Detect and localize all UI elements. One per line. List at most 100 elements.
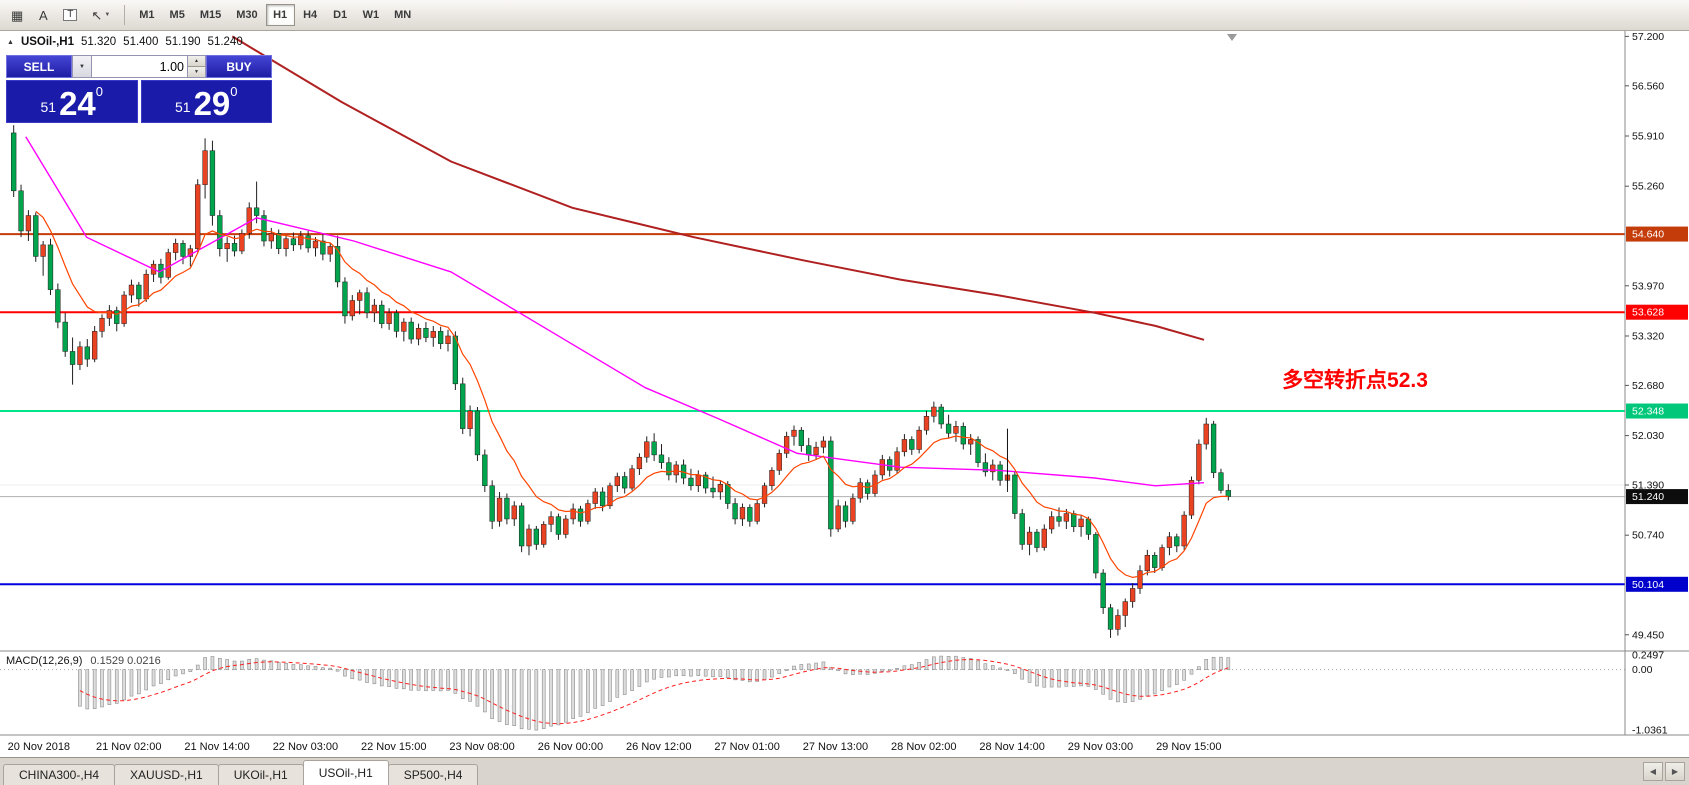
timeframe-d1-button[interactable]: D1 [326, 4, 355, 26]
spin-down-icon[interactable]: ▼ [188, 66, 205, 77]
macd-histogram-bar [276, 662, 281, 670]
text-label-tool-icon: A [38, 7, 48, 23]
candle-bear [1100, 572, 1106, 609]
chart-shift-marker-icon[interactable] [1227, 34, 1237, 41]
macd-histogram-bar [1049, 669, 1054, 688]
candle-bull [128, 284, 135, 296]
price-chart[interactable]: 多空转折点52.3 MACD(12,26,9) 0.1529 0.0216 57.20… [0, 31, 1689, 757]
text-box-tool-button[interactable]: T [56, 4, 84, 26]
timeframe-m15-button[interactable]: M15 [193, 4, 228, 26]
chart-tab[interactable]: SP500-,H4 [387, 764, 479, 785]
macd-axis-label: 0.00 [1632, 664, 1653, 676]
timeframe-mn-button[interactable]: MN [387, 4, 418, 26]
buy-button[interactable]: BUY [206, 55, 272, 78]
tab-scroll-left-button[interactable]: ◀ [1643, 762, 1663, 781]
timeframe-m1-button[interactable]: M1 [132, 4, 161, 26]
candle-bull [563, 518, 569, 535]
macd-histogram-bar [652, 669, 656, 680]
timeframe-m30-button[interactable]: M30 [229, 4, 264, 26]
macd-histogram-bar [1167, 669, 1172, 688]
candle-bull [1188, 480, 1195, 516]
ma-mid-line [25, 136, 1205, 487]
macd-histogram-bar [269, 660, 274, 670]
macd-histogram-bar [1094, 669, 1098, 690]
y-axis-tick-label: 53.320 [1632, 330, 1664, 342]
volume-input[interactable] [92, 56, 187, 77]
arrow-objects-tool-button[interactable]: ↖ ▼ [84, 4, 117, 26]
candle-bull [813, 446, 819, 456]
spin-up-icon[interactable]: ▲ [188, 56, 205, 66]
macd-histogram-bar [880, 669, 885, 672]
candle-bull [430, 331, 436, 338]
macd-histogram-bar [468, 669, 472, 702]
candle-bull [820, 440, 827, 448]
tab-scroll-right-button[interactable]: ▶ [1665, 762, 1685, 781]
timeframe-w1-button[interactable]: W1 [356, 4, 387, 26]
macd-histogram-bar [527, 669, 531, 730]
macd-histogram-bar [586, 669, 590, 713]
macd-histogram-bar [505, 669, 509, 726]
candle-bear [798, 429, 805, 446]
candle-bear [533, 528, 539, 545]
macd-histogram-bar [181, 669, 185, 675]
macd-histogram-bar [902, 665, 907, 670]
macd-histogram-bar [689, 669, 693, 677]
macd-histogram-bar [696, 669, 701, 676]
timeframes-group: M1 M5 M15 M30 H1 H4 D1 W1 MN [132, 4, 418, 26]
sell-price[interactable]: 51 24 0 [6, 80, 138, 123]
candle-bull [77, 346, 83, 365]
macd-histogram-bar [78, 669, 82, 707]
macd-histogram-bar [85, 669, 90, 710]
macd-histogram-bar [1189, 669, 1194, 675]
macd-histogram-bar [946, 656, 951, 670]
text-label-tool-button[interactable]: A [30, 4, 56, 26]
candle-bear [276, 233, 282, 249]
candle-bull [467, 410, 473, 429]
macd-histogram-bar [887, 669, 892, 671]
candle-bull [754, 503, 760, 522]
x-axis-label: 21 Nov 14:00 [184, 741, 249, 753]
candle-bull [106, 310, 113, 319]
timeframe-h1-button[interactable]: H1 [265, 4, 295, 26]
macd-axis-label: 0.2497 [1632, 650, 1664, 662]
volume-dropdown-button[interactable]: ▼ [72, 55, 92, 78]
macd-histogram-bar [725, 669, 730, 679]
candle-bull [496, 497, 503, 522]
candle-bull [92, 331, 98, 360]
macd-histogram-bar [497, 669, 502, 722]
sell-button[interactable]: SELL [6, 55, 72, 78]
price-badge [1626, 226, 1688, 242]
candle-bear [320, 240, 326, 255]
volume-stepper[interactable]: ▲ ▼ [188, 55, 206, 78]
macd-histogram-bar [990, 665, 995, 670]
candle-bull [614, 476, 620, 487]
text-box-tool-icon: T [63, 9, 78, 21]
macd-histogram-bar [203, 657, 207, 670]
chart-tab[interactable]: CHINA300-,H4 [3, 764, 116, 785]
candle-bull [1144, 555, 1150, 571]
candle-bear [482, 454, 488, 487]
macd-histogram-bar [1204, 659, 1209, 670]
candle-bull [349, 300, 355, 317]
buy-price-sup: 0 [230, 84, 238, 99]
macd-histogram-bar [549, 669, 553, 727]
chart-annotation-text[interactable]: 多空转折点52.3 [1282, 368, 1428, 392]
macd-histogram-bar [328, 667, 333, 670]
timeframe-h4-button[interactable]: H4 [296, 4, 325, 26]
chart-tab[interactable]: USOil-,H1 [302, 760, 389, 785]
crosshair-tool-button[interactable]: ▦ [4, 4, 30, 26]
macd-histogram-bar [1101, 669, 1105, 695]
collapse-trade-panel-icon[interactable]: ▲ [7, 38, 14, 46]
x-axis-label: 20 Nov 2018 [8, 741, 70, 753]
chart-tab[interactable]: UKOil-,H1 [217, 764, 304, 785]
candle-bear [518, 505, 525, 547]
macd-histogram-bar [1123, 669, 1128, 703]
chart-tab[interactable]: XAUUSD-,H1 [114, 764, 219, 785]
macd-histogram-bar [968, 658, 973, 670]
macd-histogram-bar [843, 669, 848, 675]
macd-histogram-bar [740, 669, 745, 681]
candle-bear [69, 351, 76, 365]
macd-histogram-bar [762, 669, 767, 680]
buy-price[interactable]: 51 29 0 [140, 80, 272, 123]
timeframe-m5-button[interactable]: M5 [163, 4, 192, 26]
